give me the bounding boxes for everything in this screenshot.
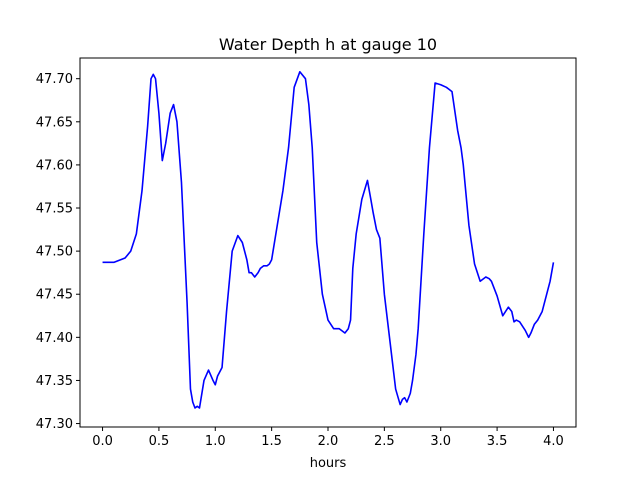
x-tick-label: 1.0 xyxy=(205,434,226,449)
x-tick-label: 1.5 xyxy=(261,434,282,449)
x-tick-label: 4.0 xyxy=(543,434,564,449)
y-tick-label: 47.50 xyxy=(36,245,73,260)
x-tick-label: 3.0 xyxy=(430,434,451,449)
x-tick-label: 0.0 xyxy=(92,434,113,449)
chart-title: Water Depth h at gauge 10 xyxy=(219,35,437,54)
x-axis: 0.0 0.5 1.0 1.5 2.0 2.5 3.0 3.5 4.0 xyxy=(92,427,564,449)
y-tick-label: 47.35 xyxy=(36,374,73,389)
y-axis: 47.30 47.35 47.40 47.45 47.50 47.55 47.60 47.65… xyxy=(36,72,80,432)
x-tick-label: 2.5 xyxy=(374,434,395,449)
series-line-1 xyxy=(102,70,555,409)
y-tick-label: 47.65 xyxy=(36,115,73,130)
x-tick-label: 3.5 xyxy=(487,434,508,449)
y-tick-label: 47.30 xyxy=(36,417,73,432)
plot-frame xyxy=(79,57,577,428)
y-tick-label: 47.40 xyxy=(36,331,73,346)
y-tick-label: 47.60 xyxy=(36,158,73,173)
y-tick-label: 47.45 xyxy=(36,288,73,303)
y-tick-label: 47.55 xyxy=(36,202,73,217)
x-tick-label: 2.0 xyxy=(318,434,339,449)
x-axis-label: hours xyxy=(310,456,347,471)
x-tick-label: 0.5 xyxy=(149,434,170,449)
y-tick-label: 47.70 xyxy=(36,72,73,87)
plot-area xyxy=(79,57,577,428)
